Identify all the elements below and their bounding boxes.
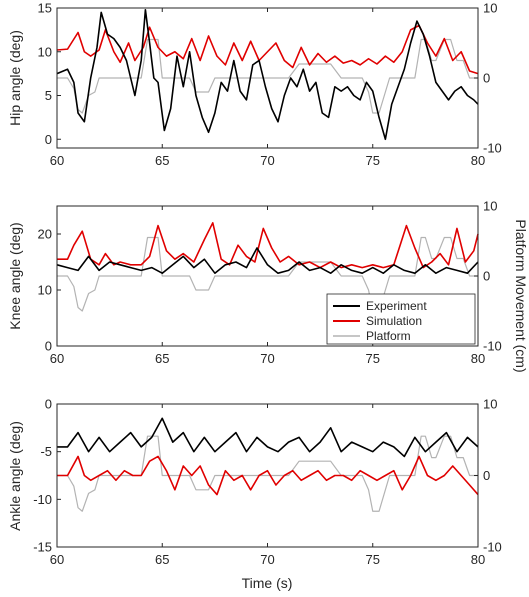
hip-platform-line <box>57 38 478 114</box>
ankle-ytick-label: 0 <box>45 397 52 412</box>
platform-movement-label: Platform Movement (cm) <box>513 219 529 372</box>
knee-xtick-label: 60 <box>50 351 64 366</box>
knee-y2tick-label: -10 <box>483 339 502 354</box>
ankle-xtick-label: 80 <box>471 552 485 567</box>
hip-y2tick-label: 0 <box>483 71 490 86</box>
knee-ylabel: Knee angle (deg) <box>7 222 23 329</box>
hip-ytick-label: 5 <box>45 88 52 103</box>
ankle-y2tick-label: 0 <box>483 468 490 483</box>
knee-platform-line <box>57 236 478 312</box>
knee-ytick-label: 20 <box>38 227 52 242</box>
knee-series-layer <box>56 222 479 312</box>
hip-experiment-line <box>56 8 479 141</box>
knee-xtick-label: 75 <box>366 351 380 366</box>
knee-xtick-label: 70 <box>260 351 274 366</box>
ankle-ticks-layer: 60 65 70 75 80 -15 -10 -5 0 -10 0 10 <box>33 397 502 568</box>
ankle-platform-line <box>57 435 478 512</box>
time-xlabel: Time (s) <box>242 575 293 591</box>
hip-ytick-label: 15 <box>38 1 52 16</box>
hip-y2tick-label: 10 <box>483 1 497 16</box>
ankle-series-layer <box>57 417 479 512</box>
knee-xtick-label: 80 <box>471 351 485 366</box>
ankle-simulation-line <box>57 455 479 496</box>
legend-label-simulation: Simulation <box>366 314 422 328</box>
knee-y2tick-label: 0 <box>483 269 490 284</box>
legend-label-experiment: Experiment <box>366 299 427 313</box>
hip-simulation-line <box>56 24 479 75</box>
ankle-ylabel: Ankle angle (deg) <box>7 421 23 531</box>
legend-label-platform: Platform <box>366 329 411 343</box>
ankle-experiment-line <box>57 417 479 458</box>
ankle-angle-panel: 60 65 70 75 80 -15 -10 -5 0 -10 0 10 Ankle angle (d… <box>7 397 502 568</box>
ankle-xtick-label: 75 <box>366 552 380 567</box>
ankle-ytick-label: -15 <box>33 540 52 555</box>
hip-y2tick-label: -10 <box>483 141 502 156</box>
knee-simulation-line <box>57 222 479 269</box>
hip-xtick-label: 75 <box>366 153 380 168</box>
ankle-xtick-label: 60 <box>50 552 64 567</box>
legend: Experiment Simulation Platform <box>326 293 476 345</box>
ankle-xtick-label: 65 <box>155 552 169 567</box>
hip-xtick-label: 70 <box>260 153 274 168</box>
hip-xtick-label: 80 <box>471 153 485 168</box>
hip-series-layer <box>56 8 479 141</box>
ankle-xtick-label: 70 <box>260 552 274 567</box>
hip-ytick-label: 0 <box>45 132 52 147</box>
ankle-y2tick-label: -10 <box>483 540 502 555</box>
ankle-y2tick-label: 10 <box>483 397 497 412</box>
knee-xtick-label: 65 <box>155 351 169 366</box>
knee-ytick-label: 10 <box>38 283 52 298</box>
ankle-ytick-label: -10 <box>33 492 52 507</box>
knee-y2tick-label: 10 <box>483 199 497 214</box>
knee-experiment-line <box>56 247 479 275</box>
ankle-ytick-label: -5 <box>40 444 52 459</box>
hip-xtick-label: 60 <box>50 153 64 168</box>
hip-angle-panel: 60 65 70 75 80 0 5 10 15 -10 0 10 Hip angle (deg) <box>7 1 502 169</box>
hip-ylabel: Hip angle (deg) <box>7 30 23 126</box>
knee-ytick-label: 0 <box>45 339 52 354</box>
hip-ticks-layer: 60 65 70 75 80 0 5 10 15 -10 0 10 <box>38 1 502 169</box>
hip-ytick-label: 10 <box>38 44 52 59</box>
knee-ticks-layer: 60 65 70 75 80 0 10 20 -10 0 10 <box>38 199 502 367</box>
hip-xtick-label: 65 <box>155 153 169 168</box>
